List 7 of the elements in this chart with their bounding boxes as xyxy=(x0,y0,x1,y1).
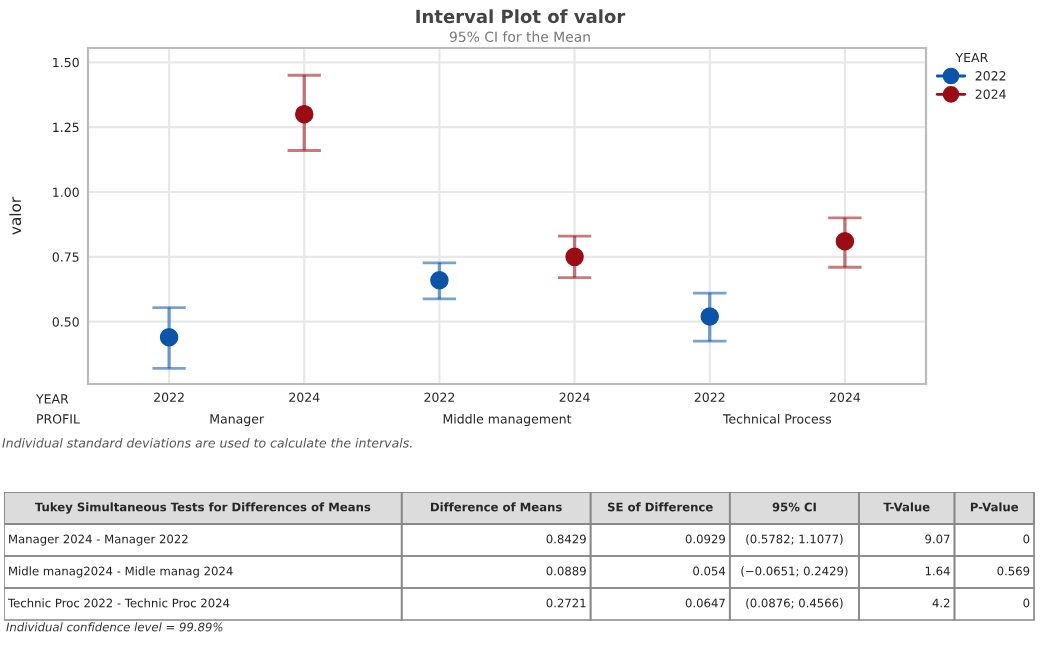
point xyxy=(700,307,719,326)
point xyxy=(835,232,855,251)
point xyxy=(565,247,584,267)
point xyxy=(159,328,179,347)
point xyxy=(295,104,314,124)
point xyxy=(430,270,449,290)
chart-title: Interval Plot of valor xyxy=(416,9,626,24)
